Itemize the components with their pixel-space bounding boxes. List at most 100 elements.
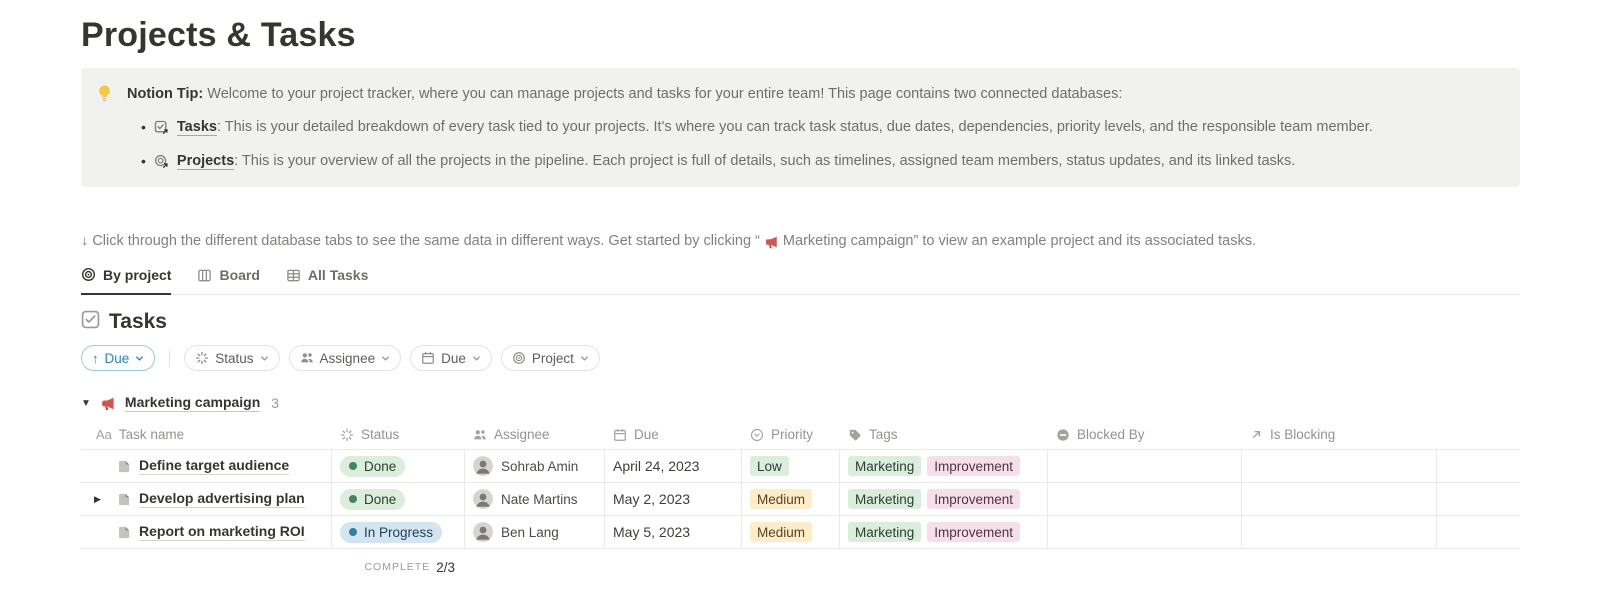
filter-divider [169,349,171,367]
priority-pill[interactable]: Low [750,456,789,476]
megaphone-icon [100,396,116,412]
status-pill[interactable]: In Progress [340,521,443,543]
tasks-database-link[interactable]: Tasks [176,119,217,136]
assignee-cell[interactable]: Nate Martins [465,483,605,516]
tab-label: Board [219,267,260,283]
table-row-define-target-audience: Define target audience Done Sohrab Amin … [81,450,1520,483]
sort-up-arrow-icon: ↑ [92,350,99,366]
status-complete-calculation[interactable]: COMPLETE 2/3 [332,549,465,579]
table-row-report-on-marketing-roi: Report on marketing ROI In Progress Ben … [81,516,1520,549]
column-header-due[interactable]: Due [605,420,742,450]
is-blocking-cell[interactable] [1242,450,1437,483]
tags-cell: Marketing Improvement [840,516,1048,549]
no-entry-icon [1056,428,1070,442]
chevron-down-icon [382,355,389,361]
column-header-task-name[interactable]: Aa Task name [81,420,332,450]
blocked-by-cell[interactable] [1048,450,1242,483]
filter-chip-label: Status [215,350,254,366]
filter-chip-label: Assignee [319,350,376,366]
column-header-blocked-by[interactable]: Blocked By [1048,420,1242,450]
tab-board[interactable]: Board [197,265,260,294]
projects-bullet-body: : This is your overview of all the proje… [234,153,1296,169]
status-cell: Done [332,450,465,483]
column-label: Priority [771,427,814,442]
instruction-after: Marketing campaign” to view an example p… [782,233,1257,249]
arrow-up-right-icon [1250,428,1263,441]
assignee-name: Nate Martins [501,491,578,507]
chevron-down-icon [136,355,144,361]
assignee-cell[interactable]: Ben Lang [465,516,605,549]
tags-cell: Marketing Improvement [840,483,1048,516]
due-date-cell[interactable]: May 2, 2023 [605,483,742,516]
assignee-name: Ben Lang [501,524,559,540]
status-pill[interactable]: Done [340,455,406,477]
blocked-by-cell[interactable] [1048,483,1242,516]
task-name-cell[interactable]: Define target audience [81,450,332,483]
callout-intro-bold: Notion Tip: [127,86,204,102]
notion-tip-callout: Notion Tip: Welcome to your project trac… [81,68,1520,187]
sort-chip-due[interactable]: ↑ Due [81,345,156,371]
column-header-priority[interactable]: Priority [742,420,840,450]
callout-bullet-projects: • Projects: This is your overview of all… [141,151,1373,172]
is-blocking-cell[interactable] [1242,483,1437,516]
assignee-cell[interactable]: Sohrab Amin [465,450,605,483]
column-label: Is Blocking [1270,427,1336,442]
column-label: Status [361,427,400,442]
status-label: In Progress [364,524,434,540]
tag-icon [848,428,862,442]
is-blocking-cell[interactable] [1242,516,1437,549]
tasks-section-header: Tasks [81,310,1520,334]
column-header-status[interactable]: Status [332,420,465,450]
column-header-assignee[interactable]: Assignee [465,420,605,450]
instruction-text: ↓ Click through the different database t… [81,231,1520,251]
page-icon [117,459,132,474]
priority-cell: Medium [742,483,840,516]
column-header-tags[interactable]: Tags [840,420,1048,450]
tasks-bullet-body: : This is your detailed breakdown of eve… [216,119,1373,135]
board-icon [197,268,212,283]
column-label: Tags [869,427,898,442]
tag-pill[interactable]: Improvement [927,522,1021,542]
page-icon [117,492,132,507]
checkbox-icon [81,310,100,334]
filter-chip-status[interactable]: Status [184,345,280,371]
tag-pill[interactable]: Improvement [927,456,1021,476]
task-title-link[interactable]: Report on marketing ROI [139,523,305,541]
status-spinner-icon [195,351,209,365]
group-title-link[interactable]: Marketing campaign [124,394,261,412]
filter-chip-assignee[interactable]: Assignee [288,345,402,371]
status-spinner-icon [340,428,354,442]
blocked-by-cell[interactable] [1048,516,1242,549]
priority-pill[interactable]: Medium [750,489,813,509]
calc-value: 2/3 [436,559,455,575]
expand-toggle-icon[interactable]: ▶ [94,493,101,504]
task-title-link[interactable]: Develop advertising plan [139,490,305,508]
callout-body: Notion Tip: Welcome to your project trac… [127,83,1373,172]
column-header-is-blocking[interactable]: Is Blocking [1242,420,1437,450]
task-title-link[interactable]: Define target audience [139,457,290,475]
collapse-toggle-icon[interactable]: ▼ [81,397,91,409]
sort-chip-label: Due [104,350,130,366]
due-date-cell[interactable]: May 5, 2023 [605,516,742,549]
priority-cell: Low [742,450,840,483]
tag-pill[interactable]: Improvement [927,489,1021,509]
tag-pill[interactable]: Marketing [848,489,922,509]
filter-chip-due[interactable]: Due [410,345,492,371]
priority-pill[interactable]: Medium [750,522,813,542]
page-content: Projects & Tasks Notion Tip: Welcome to … [81,0,1520,579]
task-name-cell[interactable]: Report on marketing ROI [81,516,332,549]
lightbulb-icon [95,83,117,172]
tags-cell: Marketing Improvement [840,450,1048,483]
table-row-develop-advertising-plan: ▶ Develop advertising plan Done Nate Mar… [81,483,1520,516]
instruction-before: ↓ Click through the different database t… [81,233,760,249]
filter-chip-project[interactable]: Project [500,345,600,371]
projects-database-link[interactable]: Projects [176,153,235,170]
tab-by-project[interactable]: By project [81,265,172,295]
tag-pill[interactable]: Marketing [848,522,922,542]
tab-all-tasks[interactable]: All Tasks [286,265,368,294]
tag-pill[interactable]: Marketing [848,456,922,476]
task-name-cell[interactable]: ▶ Develop advertising plan [81,483,332,516]
due-date-cell[interactable]: April 24, 2023 [605,450,742,483]
status-pill[interactable]: Done [340,488,406,510]
callout-bullet-text: Projects: This is your overview of all t… [176,151,1296,172]
